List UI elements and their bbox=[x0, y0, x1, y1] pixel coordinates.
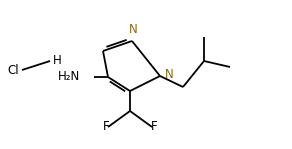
Text: Cl: Cl bbox=[7, 63, 19, 76]
Text: N: N bbox=[128, 23, 137, 36]
Text: F: F bbox=[103, 119, 109, 132]
Text: H: H bbox=[53, 55, 62, 67]
Text: F: F bbox=[151, 119, 157, 132]
Text: N: N bbox=[165, 69, 174, 82]
Text: H₂N: H₂N bbox=[58, 70, 80, 83]
